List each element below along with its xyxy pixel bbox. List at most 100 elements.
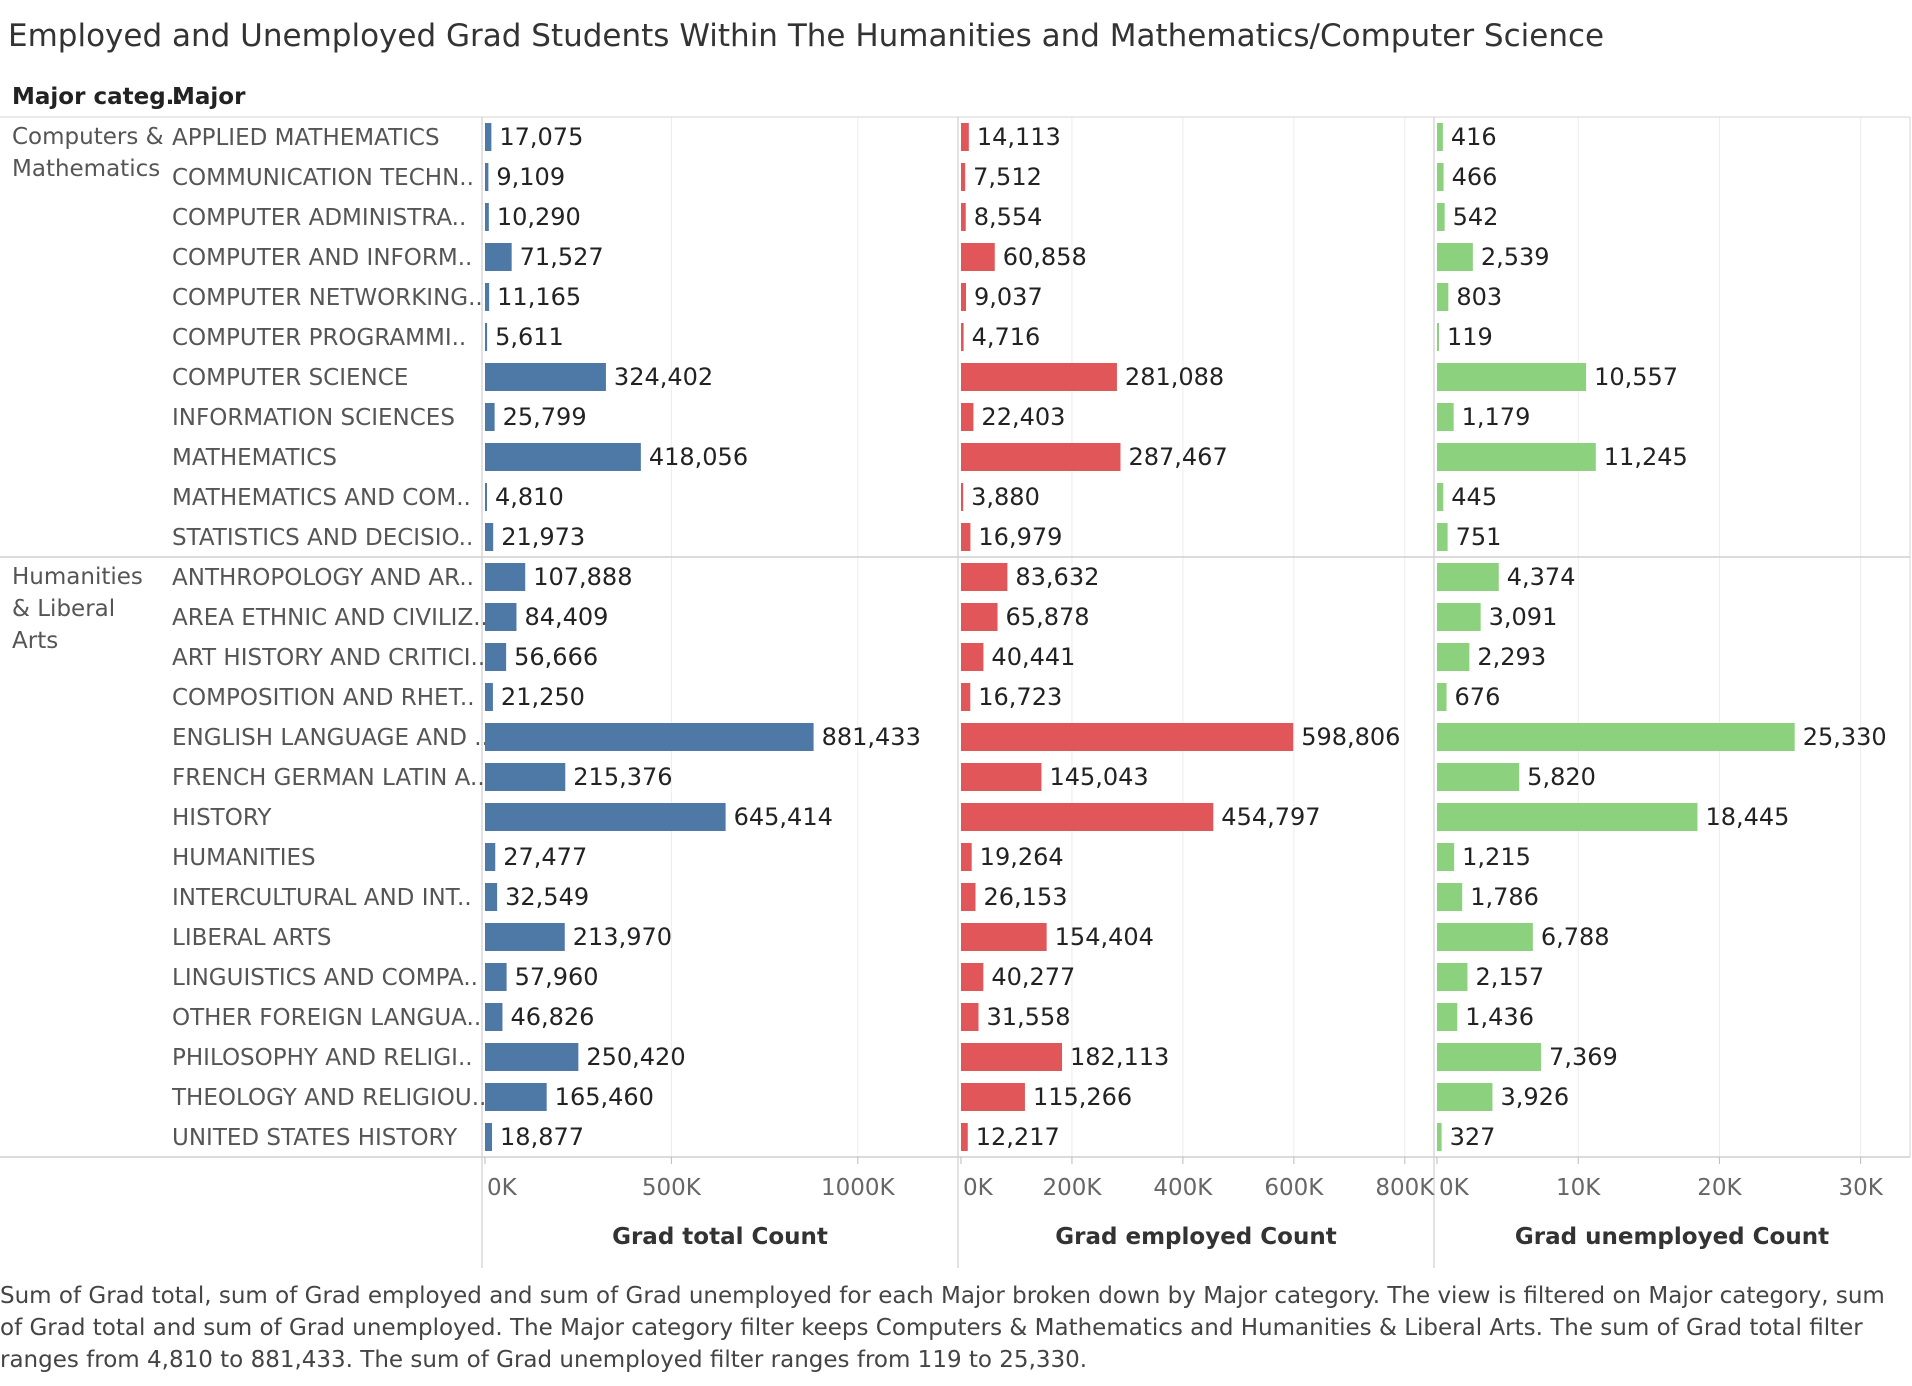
bar-total[interactable] — [485, 643, 507, 671]
bar-unemployed[interactable] — [1437, 603, 1481, 631]
bar-total[interactable] — [485, 963, 507, 991]
bar-employed[interactable] — [961, 563, 1008, 591]
bar-employed[interactable] — [961, 883, 976, 911]
bar-total[interactable] — [485, 763, 566, 791]
bar-total[interactable] — [485, 883, 498, 911]
bar-unemployed[interactable] — [1437, 323, 1439, 351]
bar-unemployed[interactable] — [1437, 763, 1520, 791]
bar-employed[interactable] — [961, 1083, 1025, 1111]
bar-total[interactable] — [485, 363, 606, 391]
data-label-unemployed: 7,369 — [1549, 1043, 1618, 1071]
bar-unemployed[interactable] — [1437, 1123, 1442, 1151]
bar-total[interactable] — [485, 283, 490, 311]
bar-employed[interactable] — [961, 163, 966, 191]
bar-employed[interactable] — [961, 1003, 979, 1031]
bar-unemployed[interactable] — [1437, 443, 1596, 471]
bar-unemployed[interactable] — [1437, 123, 1443, 151]
bar-unemployed[interactable] — [1437, 723, 1795, 751]
bar-unemployed[interactable] — [1437, 1083, 1493, 1111]
data-label-unemployed: 416 — [1451, 123, 1497, 151]
bar-employed[interactable] — [961, 843, 972, 871]
bar-unemployed[interactable] — [1437, 1003, 1458, 1031]
major-label: FRENCH GERMAN LATIN A.. — [172, 765, 485, 791]
bar-total[interactable] — [485, 443, 641, 471]
bar-unemployed[interactable] — [1437, 563, 1499, 591]
bar-employed[interactable] — [961, 1123, 968, 1151]
bar-unemployed[interactable] — [1437, 483, 1444, 511]
data-label-total: 250,420 — [586, 1043, 685, 1071]
axis-tick-label: 20K — [1697, 1175, 1742, 1201]
data-label-employed: 65,878 — [1006, 603, 1090, 631]
bar-total[interactable] — [485, 523, 494, 551]
bar-employed[interactable] — [961, 603, 998, 631]
category-column-header[interactable]: Major categ.. — [12, 84, 184, 110]
bar-unemployed[interactable] — [1437, 963, 1468, 991]
bar-total[interactable] — [485, 1123, 493, 1151]
bar-employed[interactable] — [961, 643, 984, 671]
bar-total[interactable] — [485, 563, 526, 591]
bar-employed[interactable] — [961, 283, 967, 311]
data-label-employed: 182,113 — [1070, 1043, 1169, 1071]
bar-unemployed[interactable] — [1437, 923, 1533, 951]
bar-unemployed[interactable] — [1437, 523, 1448, 551]
major-column-header[interactable]: Major — [172, 84, 246, 110]
data-label-unemployed: 10,557 — [1594, 363, 1678, 391]
bar-unemployed[interactable] — [1437, 803, 1698, 831]
bar-total[interactable] — [485, 723, 814, 751]
bar-total[interactable] — [485, 803, 726, 831]
bar-total[interactable] — [485, 603, 517, 631]
bar-total[interactable] — [485, 483, 487, 511]
bar-unemployed[interactable] — [1437, 363, 1587, 391]
bar-total[interactable] — [485, 843, 496, 871]
bar-employed[interactable] — [961, 1043, 1063, 1071]
bar-employed[interactable] — [961, 123, 969, 151]
bar-total[interactable] — [485, 323, 488, 351]
bar-employed[interactable] — [961, 483, 964, 511]
bar-unemployed[interactable] — [1437, 1043, 1542, 1071]
bar-employed[interactable] — [961, 323, 964, 351]
bar-employed[interactable] — [961, 523, 971, 551]
bar-total[interactable] — [485, 1083, 547, 1111]
data-label-employed: 3,880 — [971, 483, 1040, 511]
bar-unemployed[interactable] — [1437, 683, 1447, 711]
bar-employed[interactable] — [961, 963, 984, 991]
bar-employed[interactable] — [961, 683, 971, 711]
bar-employed[interactable] — [961, 923, 1047, 951]
bar-unemployed[interactable] — [1437, 203, 1445, 231]
data-label-employed: 454,797 — [1221, 803, 1320, 831]
data-label-employed: 9,037 — [974, 283, 1043, 311]
data-label-employed: 287,467 — [1128, 443, 1227, 471]
bar-employed[interactable] — [961, 363, 1117, 391]
bar-total[interactable] — [485, 1043, 579, 1071]
bar-total[interactable] — [485, 203, 489, 231]
bar-employed[interactable] — [961, 443, 1121, 471]
data-label-total: 57,960 — [515, 963, 599, 991]
data-label-unemployed: 2,539 — [1481, 243, 1550, 271]
bar-employed[interactable] — [961, 203, 966, 231]
bar-unemployed[interactable] — [1437, 283, 1449, 311]
bar-employed[interactable] — [961, 723, 1294, 751]
bar-total[interactable] — [485, 1003, 503, 1031]
bar-unemployed[interactable] — [1437, 883, 1463, 911]
bar-total[interactable] — [485, 923, 565, 951]
bar-employed[interactable] — [961, 763, 1042, 791]
data-label-total: 645,414 — [734, 803, 833, 831]
bar-total[interactable] — [485, 683, 493, 711]
data-label-employed: 26,153 — [984, 883, 1068, 911]
bar-total[interactable] — [485, 243, 512, 271]
bar-employed[interactable] — [961, 243, 995, 271]
bar-employed[interactable] — [961, 403, 974, 431]
bar-unemployed[interactable] — [1437, 643, 1470, 671]
bar-total[interactable] — [485, 123, 492, 151]
data-label-employed: 154,404 — [1055, 923, 1154, 951]
bar-unemployed[interactable] — [1437, 163, 1444, 191]
bar-unemployed[interactable] — [1437, 843, 1455, 871]
data-label-employed: 598,806 — [1301, 723, 1400, 751]
major-label: COMPUTER ADMINISTRA.. — [172, 205, 466, 231]
data-label-total: 17,075 — [499, 123, 583, 151]
bar-unemployed[interactable] — [1437, 403, 1454, 431]
bar-total[interactable] — [485, 163, 489, 191]
bar-employed[interactable] — [961, 803, 1214, 831]
bar-unemployed[interactable] — [1437, 243, 1473, 271]
bar-total[interactable] — [485, 403, 495, 431]
